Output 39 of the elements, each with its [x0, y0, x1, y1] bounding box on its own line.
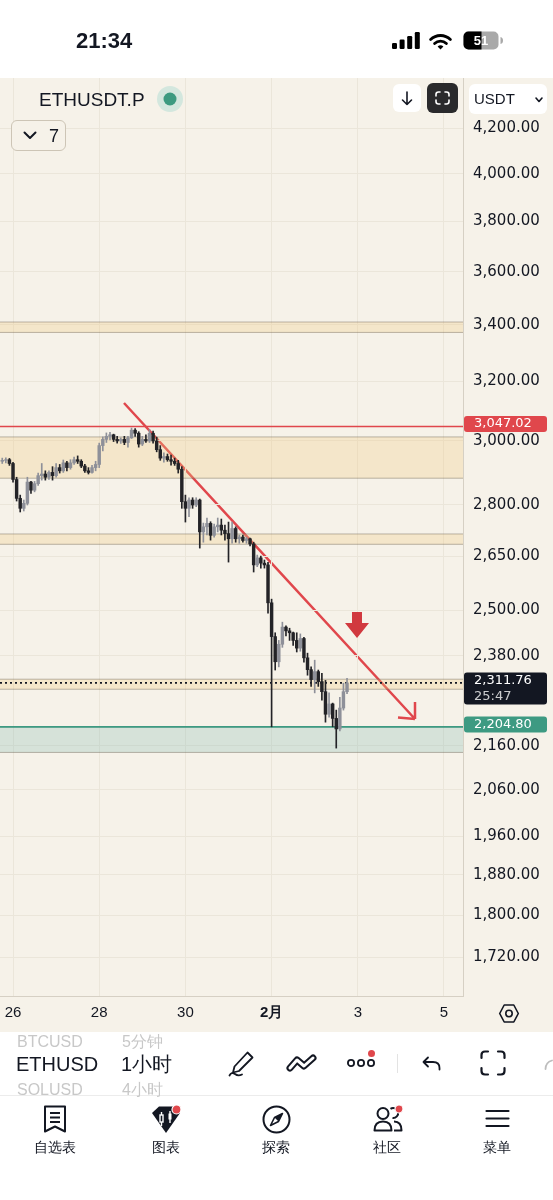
- y-tick-label: 4,200.00: [473, 118, 540, 137]
- text: 探索: [262, 1138, 290, 1156]
- y-tick-label: 2,060.00: [473, 779, 540, 798]
- y-tick-label: 1,800.00: [473, 905, 540, 924]
- y-tick-label: 2,380.00: [473, 645, 540, 664]
- y-tick-label: 2,160.00: [473, 735, 540, 754]
- y-tick-label: 1,960.00: [473, 826, 540, 845]
- x-tick-label: 3: [353, 1002, 362, 1020]
- candlestick: [144, 434, 148, 443]
- y-tick-label: 4,000.00: [473, 163, 540, 182]
- y-tick-label: 3,400.00: [473, 314, 540, 333]
- text: 21:34: [76, 28, 133, 54]
- text: 图表: [152, 1138, 180, 1156]
- text: 1小时: [121, 1052, 173, 1076]
- y-tick-label: 1,880.00: [473, 864, 540, 883]
- text: ETHUSD: [16, 1052, 99, 1076]
- x-tick-label: 28: [90, 1002, 108, 1020]
- y-tick-label: 3,000.00: [473, 430, 540, 449]
- y-tick-label: 1,720.00: [473, 947, 540, 966]
- ref-line-label: 2,204.80: [474, 715, 532, 731]
- x-tick-label: 5: [439, 1002, 449, 1020]
- y-axis-title: USDT: [474, 90, 515, 108]
- candlestick: [162, 452, 166, 463]
- ref-line-label: 3,047.02: [474, 415, 532, 431]
- text: 菜单: [483, 1138, 511, 1156]
- text: 自选表: [34, 1138, 76, 1156]
- ref-line-label: 2,311.76 25:47: [474, 671, 532, 703]
- y-tick-label: 2,500.00: [473, 600, 540, 619]
- y-tick-label: 3,200.00: [473, 370, 540, 389]
- y-tick-label: 2,800.00: [473, 494, 540, 513]
- x-tick-label: 30: [177, 1002, 194, 1020]
- text: ETHUSDT.P: [39, 87, 145, 111]
- annotation: 7: [49, 124, 60, 147]
- y-tick-label: 3,800.00: [473, 211, 540, 230]
- x-tick-label: 26: [4, 1002, 22, 1020]
- x-tick-label: 2月: [259, 1002, 284, 1020]
- y-tick-label: 2,650.00: [473, 546, 540, 565]
- text: 社区: [373, 1138, 401, 1156]
- y-tick-label: 3,600.00: [473, 261, 540, 280]
